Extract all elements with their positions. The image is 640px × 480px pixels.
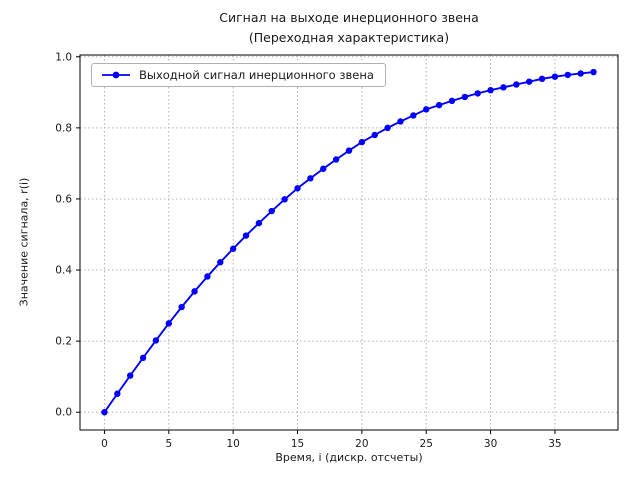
tick-labels: 0 5 10 15 20 25 30 35 0.0 0.2 0.4 0.6 0.8 1.0 <box>55 51 561 450</box>
x-tick-label: 35 <box>548 438 561 450</box>
data-point-marker <box>384 124 391 132</box>
data-point-marker <box>500 84 507 91</box>
tick-marks <box>76 56 556 434</box>
data-point-marker <box>564 71 572 79</box>
data-point-marker <box>101 409 108 416</box>
data-point-marker <box>281 196 288 203</box>
series-markers <box>101 68 597 416</box>
legend: Выходной сигнал инерционного звена <box>91 63 386 87</box>
data-point-marker <box>423 106 430 113</box>
data-point-marker <box>397 118 404 125</box>
data-point-marker <box>551 73 559 80</box>
x-tick-label: 20 <box>355 438 368 450</box>
data-point-marker <box>320 165 327 172</box>
x-tick-label: 15 <box>291 438 304 450</box>
data-point-marker <box>461 93 469 101</box>
y-tick-label: 0.0 <box>55 407 72 419</box>
data-point-marker <box>538 75 546 83</box>
data-point-marker <box>242 232 250 239</box>
data-point-marker <box>307 175 314 182</box>
chart-title-line2: (Переходная характеристика) <box>248 30 450 45</box>
data-point-marker <box>165 320 173 327</box>
data-point-marker <box>474 90 481 97</box>
y-tick-label: 0.4 <box>55 265 72 277</box>
data-point-marker <box>525 78 533 85</box>
data-point-marker <box>358 138 366 146</box>
y-tick-label: 0.8 <box>55 122 72 134</box>
x-tick-label: 0 <box>101 438 108 450</box>
y-tick-label: 1.0 <box>55 51 72 63</box>
data-point-marker <box>487 86 494 94</box>
series-line <box>103 71 595 414</box>
data-point-marker <box>332 156 340 163</box>
data-point-marker <box>191 288 198 295</box>
x-tick-label: 30 <box>484 438 497 450</box>
axes-spines <box>79 54 619 431</box>
data-point-marker <box>204 273 211 280</box>
data-point-marker <box>126 372 134 379</box>
y-tick-label: 0.6 <box>55 193 72 205</box>
data-point-marker <box>371 131 378 139</box>
data-point-marker <box>139 354 147 362</box>
legend-label: Выходной сигнал инерционного звена <box>139 68 374 82</box>
chart-title-line1: Сигнал на выходе инерционного звена <box>219 10 479 25</box>
x-axis-label: Время, i (дискр. отсчеты) <box>275 451 423 464</box>
data-point-marker <box>410 112 417 119</box>
x-tick-label: 10 <box>226 438 239 450</box>
y-axis-label: Значение сигнала, r(i) <box>17 177 31 307</box>
data-point-marker <box>590 68 597 76</box>
data-point-marker <box>268 207 275 215</box>
data-point-marker <box>435 101 443 109</box>
x-tick-label: 25 <box>420 438 433 450</box>
data-point-marker <box>217 259 224 266</box>
x-tick-label: 5 <box>165 438 172 450</box>
y-tick-label: 0.2 <box>55 336 72 348</box>
data-point-marker <box>448 97 456 105</box>
data-point-marker <box>577 70 584 77</box>
data-point-marker <box>229 245 237 252</box>
data-point-marker <box>294 185 301 192</box>
data-point-marker <box>255 219 263 227</box>
data-point-marker <box>345 147 353 154</box>
data-point-marker <box>178 303 185 311</box>
data-point-marker <box>152 337 160 344</box>
chart-title: Сигнал на выходе инерционного звена (Пер… <box>80 8 618 48</box>
gridlines <box>80 55 618 430</box>
data-point-marker <box>114 390 121 397</box>
data-point-marker <box>513 81 520 88</box>
legend-line-marker-icon <box>102 71 130 79</box>
